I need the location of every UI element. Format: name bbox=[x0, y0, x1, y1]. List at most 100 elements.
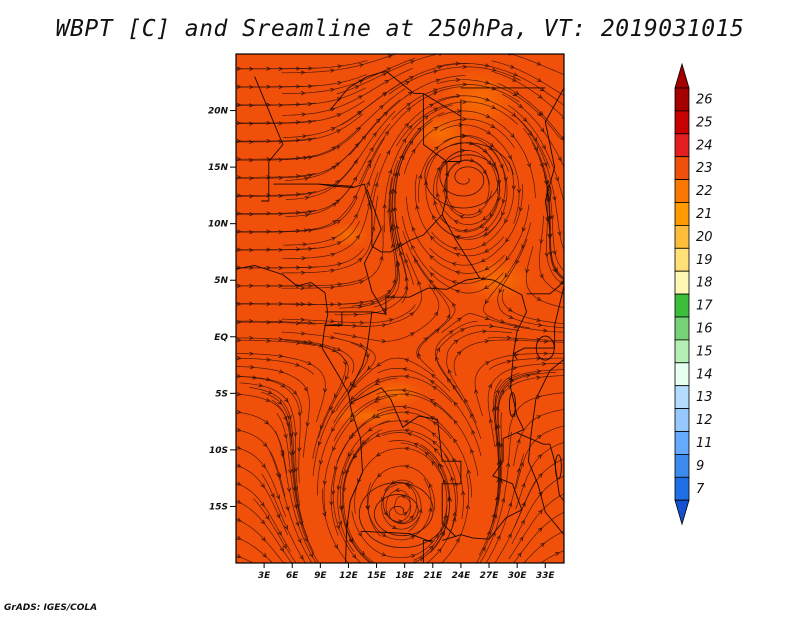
streamline-arrow bbox=[411, 148, 416, 154]
streamline-arrow bbox=[394, 487, 400, 493]
streamline-arrow bbox=[302, 572, 306, 576]
streamline-arrow bbox=[486, 130, 492, 135]
streamline bbox=[269, 451, 313, 563]
streamline-arrow bbox=[393, 206, 398, 212]
streamline-arrow bbox=[302, 134, 308, 139]
streamline-arrow bbox=[462, 64, 468, 69]
streamline-arrow bbox=[553, 267, 558, 272]
streamline-arrow bbox=[536, 317, 542, 322]
streamline-arrow bbox=[330, 335, 336, 340]
lat-tick-label: 10S bbox=[209, 446, 228, 456]
streamline-arrow bbox=[518, 207, 523, 212]
credit-text: GrADS: IGES/COLA bbox=[4, 603, 98, 613]
streamline-arrow bbox=[330, 302, 335, 307]
colorbar-swatch bbox=[674, 179, 690, 203]
streamline-arrow bbox=[307, 210, 313, 215]
streamline-arrow bbox=[504, 218, 509, 224]
streamline-arrow bbox=[402, 367, 408, 372]
streamline-arrow bbox=[249, 139, 254, 145]
streamline-arrow bbox=[565, 73, 569, 76]
streamline-arrow bbox=[305, 422, 310, 427]
streamline-arrow bbox=[334, 393, 339, 399]
streamline-arrow bbox=[236, 247, 242, 252]
streamline-arrow bbox=[566, 322, 570, 326]
streamline-arrow bbox=[357, 95, 363, 100]
streamline-arrow bbox=[539, 239, 544, 245]
streamline-arrow bbox=[278, 121, 284, 126]
streamline-arrow bbox=[355, 126, 361, 132]
streamline bbox=[515, 442, 564, 510]
colorbar-swatch bbox=[674, 476, 690, 501]
streamline-arrow bbox=[293, 467, 299, 473]
streamline-arrow bbox=[278, 369, 284, 374]
streamline-arrow bbox=[236, 499, 242, 504]
streamline-arrow bbox=[295, 120, 301, 125]
streamline-arrow bbox=[565, 211, 568, 215]
streamline-arrow bbox=[484, 316, 490, 321]
streamline bbox=[491, 60, 564, 97]
streamline-arrow bbox=[371, 413, 377, 418]
streamline-arrow bbox=[439, 54, 443, 56]
colorbar-label: 9 bbox=[696, 459, 704, 474]
streamline-arrow bbox=[441, 530, 445, 536]
streamline-arrow bbox=[404, 122, 410, 128]
streamline-arrow bbox=[236, 554, 242, 558]
streamline-arrow bbox=[261, 536, 266, 542]
streamline-arrow bbox=[390, 188, 395, 193]
streamline-arrow bbox=[399, 250, 404, 256]
streamline-arrow bbox=[454, 481, 459, 487]
streamline-arrow bbox=[278, 103, 284, 108]
streamline-arrow bbox=[357, 110, 363, 115]
streamline bbox=[487, 337, 564, 342]
streamline-arrow bbox=[381, 552, 387, 557]
streamline-arrow bbox=[541, 144, 546, 150]
streamline-arrow bbox=[409, 332, 415, 337]
streamline-arrow bbox=[505, 237, 510, 243]
streamline-arrow bbox=[413, 442, 419, 447]
streamline-arrow bbox=[405, 81, 410, 85]
streamline-arrow bbox=[308, 102, 313, 107]
streamline-arrow bbox=[453, 419, 458, 425]
streamline bbox=[539, 215, 564, 295]
streamline-arrow bbox=[484, 226, 489, 232]
streamline-arrow bbox=[249, 283, 254, 288]
streamline-arrow bbox=[537, 77, 542, 82]
streamline-arrow bbox=[307, 137, 313, 142]
coastline bbox=[329, 87, 349, 111]
streamline-arrow bbox=[428, 545, 434, 551]
streamline-arrow bbox=[249, 212, 254, 217]
streamline-arrow bbox=[435, 355, 439, 361]
coastline bbox=[348, 70, 462, 117]
streamline-arrow bbox=[496, 477, 501, 483]
streamline-arrow bbox=[357, 257, 363, 263]
streamline-arrow bbox=[409, 515, 414, 520]
streamline-arrow bbox=[435, 347, 440, 353]
streamline bbox=[507, 392, 564, 440]
streamline-arrow bbox=[350, 432, 356, 438]
streamline-arrow bbox=[453, 220, 459, 225]
streamline-arrow bbox=[506, 359, 512, 364]
streamline-arrow bbox=[236, 120, 242, 126]
streamline-arrow bbox=[433, 126, 439, 131]
streamline-arrow bbox=[301, 256, 307, 261]
streamline-arrow bbox=[379, 255, 384, 261]
colorbar-label: 17 bbox=[696, 299, 713, 314]
streamline-arrow bbox=[484, 361, 490, 366]
streamline-arrow bbox=[382, 72, 387, 77]
streamline-arrow bbox=[515, 259, 520, 265]
streamline-arrow bbox=[406, 107, 412, 112]
streamline-arrow bbox=[442, 478, 447, 484]
streamline-arrow bbox=[434, 146, 439, 151]
streamline-arrow bbox=[494, 562, 496, 563]
streamline-arrow bbox=[536, 296, 542, 301]
streamline-arrow bbox=[266, 102, 272, 107]
streamline-arrow bbox=[540, 127, 545, 133]
streamline-arrow bbox=[509, 64, 515, 69]
streamline bbox=[510, 54, 564, 75]
streamline bbox=[488, 357, 564, 370]
streamline-arrow bbox=[504, 273, 509, 278]
streamline-arrow bbox=[479, 223, 485, 228]
streamline-arrow bbox=[430, 380, 435, 385]
streamline-arrow bbox=[452, 516, 457, 522]
streamline-arrow bbox=[482, 169, 487, 175]
